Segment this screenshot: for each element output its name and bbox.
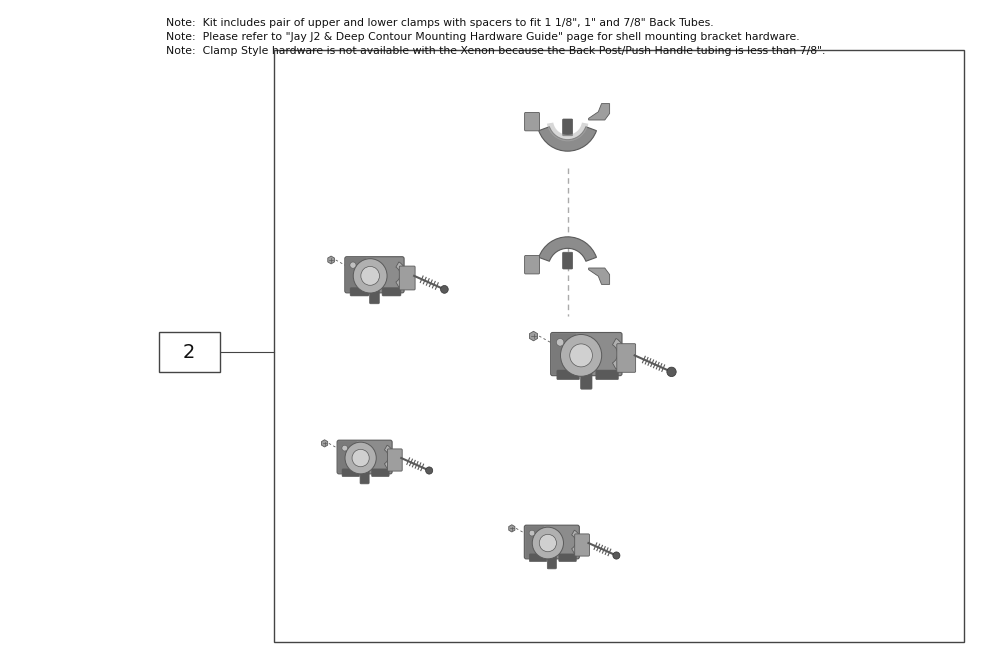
FancyBboxPatch shape bbox=[529, 554, 547, 561]
Circle shape bbox=[539, 534, 556, 552]
Circle shape bbox=[361, 267, 379, 286]
FancyBboxPatch shape bbox=[617, 344, 636, 372]
FancyBboxPatch shape bbox=[399, 266, 415, 290]
FancyBboxPatch shape bbox=[370, 288, 379, 304]
Circle shape bbox=[613, 552, 620, 559]
FancyBboxPatch shape bbox=[581, 370, 592, 389]
Circle shape bbox=[667, 367, 676, 377]
Wedge shape bbox=[547, 123, 588, 141]
FancyBboxPatch shape bbox=[557, 370, 579, 379]
FancyBboxPatch shape bbox=[360, 469, 369, 484]
Wedge shape bbox=[539, 126, 596, 151]
FancyBboxPatch shape bbox=[345, 257, 404, 293]
Wedge shape bbox=[396, 262, 406, 287]
FancyBboxPatch shape bbox=[382, 288, 401, 296]
FancyBboxPatch shape bbox=[596, 370, 618, 379]
FancyBboxPatch shape bbox=[547, 554, 556, 569]
Wedge shape bbox=[539, 237, 596, 261]
FancyBboxPatch shape bbox=[563, 252, 573, 269]
Text: Note:  Kit includes pair of upper and lower clamps with spacers to fit 1 1/8", 1: Note: Kit includes pair of upper and low… bbox=[166, 18, 713, 28]
Circle shape bbox=[352, 449, 369, 467]
FancyBboxPatch shape bbox=[575, 534, 589, 556]
Circle shape bbox=[350, 262, 356, 268]
Polygon shape bbox=[159, 332, 220, 372]
Circle shape bbox=[529, 530, 535, 536]
Circle shape bbox=[345, 442, 376, 474]
Wedge shape bbox=[572, 530, 581, 554]
Circle shape bbox=[426, 467, 433, 474]
FancyBboxPatch shape bbox=[350, 288, 369, 296]
Circle shape bbox=[570, 344, 592, 367]
Wedge shape bbox=[384, 445, 394, 469]
FancyBboxPatch shape bbox=[372, 469, 389, 477]
FancyBboxPatch shape bbox=[563, 119, 573, 136]
FancyBboxPatch shape bbox=[346, 258, 366, 292]
FancyBboxPatch shape bbox=[342, 469, 360, 477]
FancyBboxPatch shape bbox=[525, 256, 540, 274]
Circle shape bbox=[556, 338, 564, 346]
Wedge shape bbox=[612, 338, 625, 369]
FancyBboxPatch shape bbox=[524, 525, 579, 559]
Text: Note:  Clamp Style hardware is not available with the Xenon because the Back Pos: Note: Clamp Style hardware is not availa… bbox=[166, 46, 825, 56]
Polygon shape bbox=[509, 525, 515, 532]
Circle shape bbox=[342, 445, 348, 451]
FancyBboxPatch shape bbox=[552, 333, 576, 375]
Circle shape bbox=[441, 286, 448, 293]
Circle shape bbox=[353, 259, 387, 293]
Polygon shape bbox=[529, 331, 538, 341]
FancyBboxPatch shape bbox=[525, 112, 540, 131]
Polygon shape bbox=[328, 256, 334, 264]
FancyBboxPatch shape bbox=[387, 449, 402, 471]
FancyBboxPatch shape bbox=[551, 333, 622, 376]
FancyBboxPatch shape bbox=[338, 441, 357, 473]
Text: 2: 2 bbox=[183, 342, 195, 361]
Polygon shape bbox=[589, 268, 610, 284]
Polygon shape bbox=[589, 104, 610, 120]
Text: Note:  Please refer to "Jay J2 & Deep Contour Mounting Hardware Guide" page for : Note: Please refer to "Jay J2 & Deep Con… bbox=[166, 32, 799, 42]
Circle shape bbox=[560, 334, 602, 376]
Circle shape bbox=[532, 527, 563, 559]
Polygon shape bbox=[322, 439, 328, 447]
FancyBboxPatch shape bbox=[525, 526, 544, 558]
FancyBboxPatch shape bbox=[559, 554, 576, 561]
FancyBboxPatch shape bbox=[337, 440, 392, 474]
